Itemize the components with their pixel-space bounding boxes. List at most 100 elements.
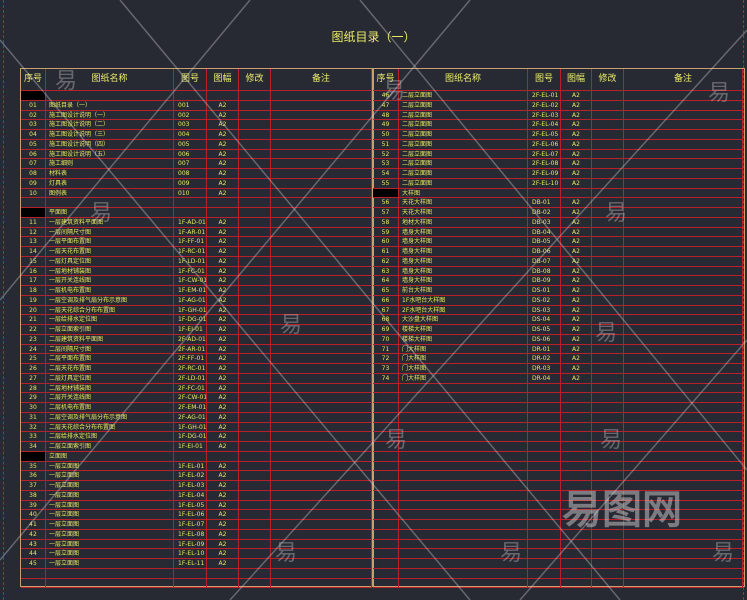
cell-size: A2 bbox=[207, 364, 239, 373]
cell-note bbox=[624, 334, 743, 344]
cell-note bbox=[271, 120, 372, 129]
cell-rev bbox=[592, 529, 624, 539]
cell-note bbox=[271, 315, 372, 324]
cell-size: A2 bbox=[561, 237, 592, 246]
cell-rev bbox=[239, 198, 271, 207]
sheet-title: 图纸目录（一） bbox=[331, 30, 416, 44]
cell-code: 1F-EL-02 bbox=[174, 471, 207, 480]
cell-no: 56 bbox=[373, 198, 399, 207]
table-row: 24 二层间隔尺寸图 2F-AR-01 A2 bbox=[21, 344, 372, 355]
header-note: 备注 bbox=[624, 69, 743, 90]
cell-rev bbox=[239, 247, 271, 256]
cell-size: A2 bbox=[207, 325, 239, 334]
cell-note bbox=[624, 549, 743, 558]
cell-code: DB-02 bbox=[528, 208, 561, 217]
cell-no: 71 bbox=[373, 344, 399, 354]
cell-note bbox=[624, 344, 743, 354]
cell-no: 32 bbox=[21, 422, 46, 432]
table-row: 48 二层立面图 2F-EL-03 A2 bbox=[373, 110, 743, 121]
cell-name: 一层平面布置图 bbox=[46, 237, 174, 246]
cell-no: 39 bbox=[21, 500, 46, 510]
cell-note bbox=[624, 490, 743, 500]
cell-note bbox=[624, 110, 743, 120]
cell-name: 一层立面图 bbox=[46, 500, 174, 510]
cell-size: A2 bbox=[207, 100, 239, 110]
cell-code: 1F-EL-01 bbox=[174, 461, 207, 471]
cell-no: 27 bbox=[21, 373, 46, 383]
cell-note bbox=[624, 373, 743, 383]
cell-code: 1F-EL-04 bbox=[174, 490, 207, 500]
cell-size: A2 bbox=[207, 520, 239, 529]
cell-note bbox=[624, 91, 743, 100]
cell-rev bbox=[239, 481, 271, 490]
cell-code bbox=[528, 549, 561, 558]
cell-no: 40 bbox=[21, 510, 46, 519]
cell-name bbox=[399, 539, 528, 549]
cell-rev bbox=[239, 208, 271, 217]
cell-size: A2 bbox=[207, 403, 239, 412]
cell-name: 一层天花综合分布布置图 bbox=[46, 305, 174, 315]
cell-note bbox=[624, 432, 743, 441]
cell-name: 一层立面图 bbox=[46, 461, 174, 471]
cell-no: 11 bbox=[21, 217, 46, 227]
cell-code: 2F-EL-03 bbox=[528, 110, 561, 120]
cell-size: A2 bbox=[561, 178, 592, 188]
cell-note bbox=[271, 286, 372, 295]
table-row bbox=[373, 578, 743, 589]
cell-note bbox=[624, 247, 743, 256]
cell-rev bbox=[239, 120, 271, 129]
cell-note bbox=[624, 315, 743, 324]
cell-rev bbox=[592, 559, 624, 568]
cell-rev bbox=[239, 139, 271, 149]
cell-size: A2 bbox=[207, 422, 239, 432]
cell-name bbox=[399, 393, 528, 402]
cell-code: 1F-GH-01 bbox=[174, 305, 207, 315]
cell-no: 72 bbox=[373, 354, 399, 363]
cell-rev bbox=[239, 451, 271, 461]
cell-note bbox=[271, 559, 372, 568]
cell-size: A2 bbox=[561, 149, 592, 159]
cell-name: 大沙盘大样图 bbox=[399, 315, 528, 324]
cell-code: 2F-EL-09 bbox=[528, 169, 561, 178]
cell-note bbox=[624, 412, 743, 422]
cell-size: A2 bbox=[207, 559, 239, 568]
cell-note bbox=[624, 451, 743, 461]
cell-note bbox=[624, 130, 743, 139]
cell-rev bbox=[239, 393, 271, 402]
index-table-right: 序号 图纸名称 图号 图幅 修改 备注 46 二层立面图 2F-EL-01 A2 47 二层立面图 2F… bbox=[372, 68, 745, 589]
cell-no bbox=[21, 451, 46, 461]
cell-rev bbox=[592, 373, 624, 383]
cell-rev bbox=[592, 549, 624, 558]
cell-code: DS-03 bbox=[528, 305, 561, 315]
cell-no: 05 bbox=[21, 139, 46, 149]
cell-note bbox=[624, 266, 743, 276]
cell-no: 63 bbox=[373, 266, 399, 276]
cell-rev bbox=[592, 295, 624, 305]
cell-note bbox=[624, 139, 743, 149]
cell-rev bbox=[592, 266, 624, 276]
cell-name: 二层空调及排气扇分布示意图 bbox=[46, 412, 174, 422]
cell-note bbox=[271, 247, 372, 256]
cell-no bbox=[21, 578, 46, 588]
cell-rev bbox=[592, 393, 624, 402]
table-row: 49 二层立面图 2F-EL-04 A2 bbox=[373, 120, 743, 130]
cell-size bbox=[561, 520, 592, 529]
cell-name bbox=[399, 529, 528, 539]
table-row bbox=[373, 442, 743, 452]
cell-name: 一层立面图 bbox=[46, 549, 174, 558]
table-row: 72 门大样图 DR-02 A2 bbox=[373, 354, 743, 364]
table-row: 07 施工细则 007 A2 bbox=[21, 159, 372, 169]
cell-name: 一层立面图 bbox=[46, 481, 174, 490]
cell-code: 2F-EL-02 bbox=[528, 100, 561, 110]
cell-name: 二层建筑资料平面图 bbox=[46, 334, 174, 344]
cell-no bbox=[373, 481, 399, 490]
cell-note bbox=[624, 178, 743, 188]
cell-rev bbox=[239, 364, 271, 373]
cell-name bbox=[399, 442, 528, 451]
cell-rev bbox=[592, 149, 624, 159]
cell-name: 施工图设计说明（一） bbox=[46, 110, 174, 120]
cell-code bbox=[528, 578, 561, 588]
cell-no: 17 bbox=[21, 276, 46, 285]
cell-rev bbox=[239, 500, 271, 510]
cell-code: 010 bbox=[174, 188, 207, 198]
